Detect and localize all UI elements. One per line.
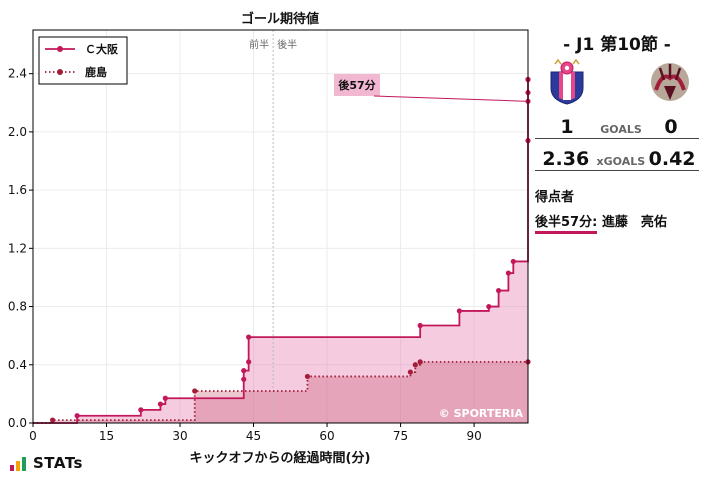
- goal-annotation: 後57分: [334, 74, 529, 102]
- goals-label: GOALS: [600, 123, 642, 136]
- halftime-label-second: 後半: [277, 38, 297, 51]
- data-point: [246, 334, 252, 340]
- x-tick-label: 0: [29, 429, 37, 443]
- annotation-box: [334, 74, 380, 96]
- y-tick-label: 0.0: [8, 416, 27, 430]
- logo-bar-icon: [10, 465, 14, 471]
- legend-marker-home: [57, 46, 63, 52]
- chart-title: ゴール期待値: [241, 11, 319, 27]
- divider: [535, 170, 699, 171]
- annotation-label: 後57分: [338, 78, 375, 92]
- scorer-entry: 後半57分: 進藤 亮佑: [535, 211, 667, 234]
- data-point: [304, 373, 311, 380]
- legend: Ｃ大阪 鹿島: [38, 36, 128, 85]
- x-tick-label: 75: [393, 429, 408, 443]
- y-tick-label: 1.6: [8, 183, 27, 197]
- x-tick-label: 45: [246, 429, 261, 443]
- area-away: [33, 361, 528, 423]
- xg-label: xGOALS: [596, 155, 646, 168]
- data-point: [246, 359, 252, 365]
- data-point: [417, 322, 423, 329]
- y-tick-label: 2.0: [8, 125, 27, 139]
- data-point: [407, 369, 413, 375]
- home-team-crest-icon: [550, 58, 584, 105]
- logo-bar-icon: [16, 461, 20, 471]
- halftime-label-first: 前半: [249, 38, 269, 51]
- data-point: [456, 308, 462, 314]
- data-point: [417, 359, 423, 365]
- y-tick-label: 1.2: [8, 241, 27, 255]
- x-tick-label: 30: [172, 429, 187, 443]
- stats-logo: STATs: [10, 456, 83, 471]
- x-tick-label: 60: [319, 429, 334, 443]
- data-point: [495, 287, 502, 294]
- away-xg: 0.42: [648, 148, 696, 170]
- x-tick-label: 15: [99, 429, 114, 443]
- goals-row: 1 GOALS 0: [535, 116, 699, 138]
- data-point: [138, 407, 144, 413]
- scorers-title: 得点者: [535, 190, 575, 205]
- brand-name: STATs: [33, 454, 83, 472]
- data-point: [505, 270, 511, 276]
- data-point: [157, 401, 164, 407]
- annotation-pointer: [373, 95, 529, 102]
- x-tick-label: 90: [466, 429, 481, 443]
- legend-label-away: 鹿島: [85, 65, 107, 79]
- away-goals: 0: [664, 116, 678, 138]
- away-team-crest-icon: [651, 63, 689, 101]
- home-xg: 2.36: [542, 148, 590, 170]
- data-point: [50, 417, 56, 423]
- data-point: [192, 388, 198, 394]
- y-axis-ticks: 0.0 0.4 0.8 1.2 1.6 2.0 2.4: [8, 67, 33, 430]
- y-tick-label: 0.4: [8, 358, 27, 372]
- xg-row: 2.36 xGOALS 0.42: [535, 148, 699, 170]
- data-point: [74, 413, 80, 419]
- data-point: [510, 258, 516, 265]
- plot-frame: [32, 29, 529, 424]
- plot-area: [33, 30, 528, 423]
- data-point: [162, 395, 168, 401]
- home-goals: 1: [560, 116, 574, 138]
- legend-box: [38, 36, 128, 85]
- watermark: © SPORTERIA: [439, 407, 524, 420]
- data-point: [241, 376, 247, 382]
- data-point: [241, 368, 247, 374]
- data-point: [486, 303, 492, 310]
- x-axis-ticks: 0 15 30 45 60 75 90: [29, 423, 482, 443]
- legend-marker-away: [57, 69, 63, 75]
- legend-label-home: Ｃ大阪: [85, 42, 119, 56]
- y-tick-label: 2.4: [8, 67, 27, 81]
- scorer-time: 後半57分:: [535, 215, 598, 234]
- scorer-name: 進藤 亮佑: [597, 215, 667, 230]
- series-points: [50, 76, 531, 423]
- x-axis-label: キックオフからの経過時間(分): [190, 450, 371, 466]
- data-point: [412, 362, 418, 368]
- line-away: [33, 360, 528, 424]
- y-tick-label: 0.8: [8, 300, 27, 314]
- logo-bar-icon: [22, 457, 26, 471]
- match-title: - J1 第10節 -: [563, 35, 671, 55]
- divider: [535, 138, 699, 139]
